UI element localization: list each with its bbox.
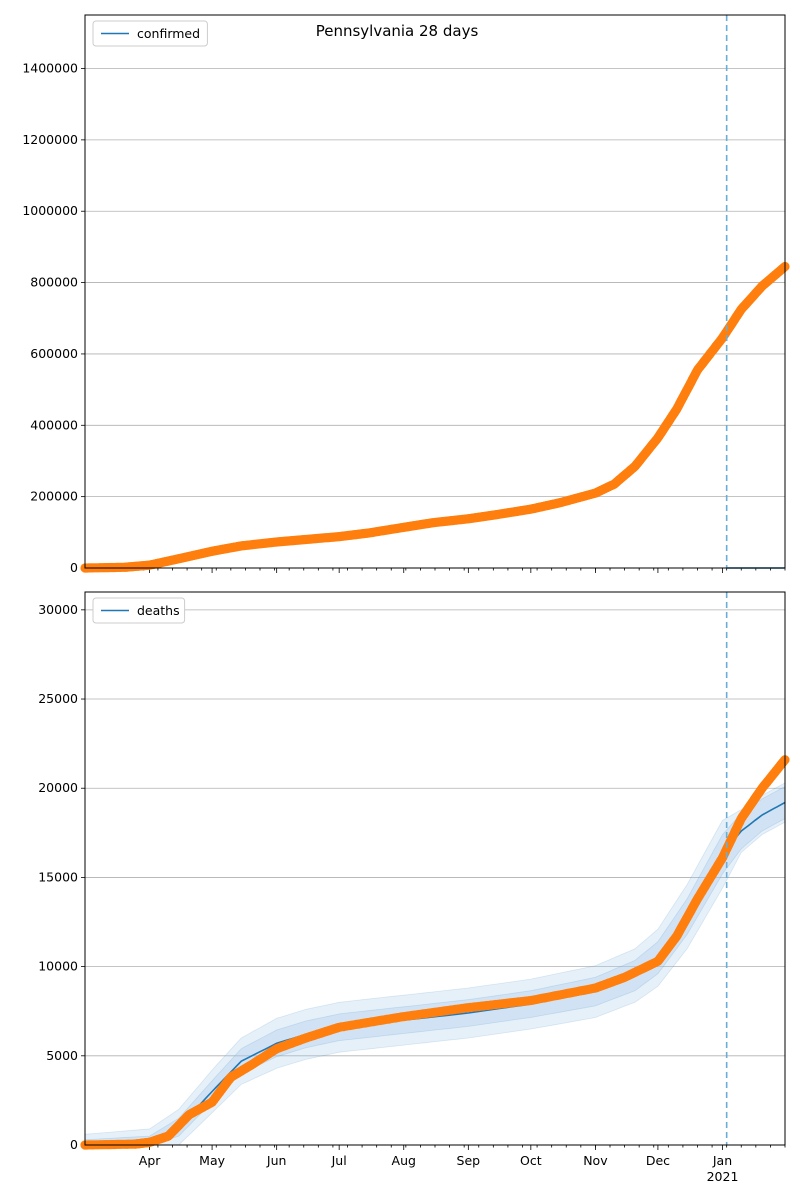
y-tick-label: 20000 [38, 780, 78, 795]
legend: confirmed [92, 20, 208, 47]
y-tick-label: 10000 [38, 959, 78, 974]
x-tick-label: Jul [331, 1153, 347, 1168]
x-tick-label: Aug [392, 1153, 416, 1168]
axes-frame [84, 591, 786, 1146]
legend-box [92, 20, 208, 47]
x-tick-label: Apr [139, 1153, 161, 1168]
legend-box [92, 597, 186, 624]
x-tick-label: May [199, 1153, 225, 1168]
y-tick-label: 15000 [38, 869, 78, 884]
x-tick-label: Dec [646, 1153, 670, 1168]
y-tick-label: 400000 [30, 417, 78, 432]
x-year-label: 2021 [707, 1169, 739, 1184]
x-tick-label: Jan [712, 1153, 732, 1168]
y-tick-label: 200000 [30, 489, 78, 504]
y-tick-label: 800000 [30, 275, 78, 290]
y-tick-label: 25000 [38, 691, 78, 706]
x-tick-label: Sep [457, 1153, 481, 1168]
legend-label: deaths [137, 603, 180, 618]
axes-frame [84, 14, 786, 569]
y-tick-label: 0 [70, 560, 78, 575]
inner-uncertainty-band [84, 785, 786, 1146]
y-tick-label: 30000 [38, 602, 78, 617]
x-tick-label: Oct [520, 1153, 542, 1168]
confirmed-panel: 0 200000 400000 600000 800000 1000000 1200000 1… [22, 14, 790, 575]
x-tick-label: Nov [583, 1153, 608, 1168]
y-tick-label: 1400000 [22, 61, 78, 76]
deaths-panel: 0 5000 10000 15000 20000 25000 30000 Apr May Jun J… [38, 591, 790, 1184]
y-tick-label: 0 [70, 1137, 78, 1152]
figure-title: Pennsylvania 28 days [316, 22, 479, 40]
outer-uncertainty-band [84, 782, 786, 1146]
legend: deaths [92, 597, 186, 624]
model-line-deaths [84, 801, 786, 1146]
y-tick-label: 5000 [46, 1048, 78, 1063]
x-tick-label: Jun [266, 1153, 287, 1168]
y-tick-label: 1000000 [22, 203, 78, 218]
y-tick-label: 600000 [30, 346, 78, 361]
legend-label: confirmed [137, 26, 200, 41]
y-tick-label: 1200000 [22, 132, 78, 147]
